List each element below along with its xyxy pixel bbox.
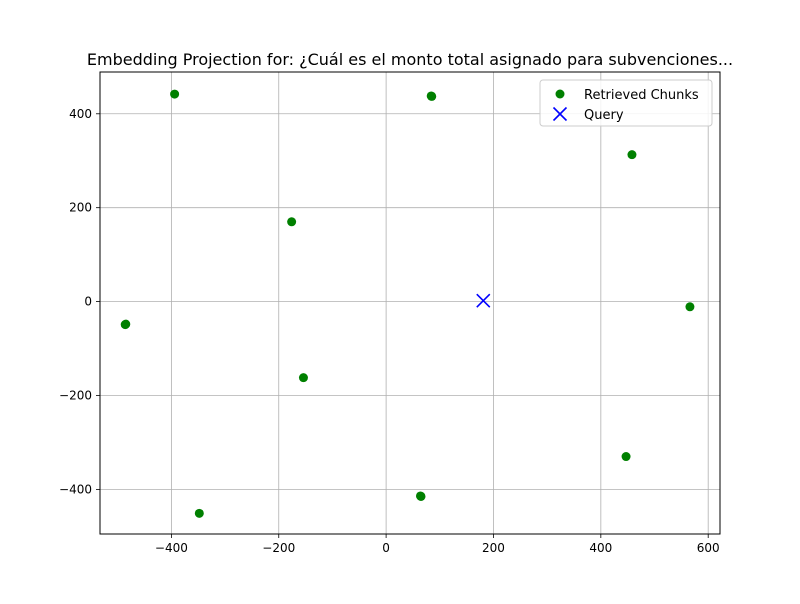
x-tick-label: 400 (589, 541, 612, 555)
x-tick-label: 0 (382, 541, 390, 555)
y-tick-label: −200 (59, 388, 92, 402)
retrieved-chunk-point (415, 491, 425, 501)
data-points (120, 89, 695, 518)
x-tick-label: −400 (155, 541, 188, 555)
legend-label: Query (584, 108, 624, 123)
retrieved-chunk-point (194, 508, 204, 518)
retrieved-chunk-point (298, 373, 308, 383)
y-tick-label: 200 (69, 201, 92, 215)
retrieved-chunk-point (627, 150, 637, 160)
legend-box (539, 79, 713, 127)
legend-query-marker-stroke-b (552, 106, 568, 122)
retrieved-chunk-point (621, 452, 631, 462)
retrieved-chunk-point (685, 302, 695, 312)
x-tick-label: 600 (697, 541, 720, 555)
legend: Retrieved Chunks Query (539, 79, 713, 127)
retrieved-chunk-point (287, 217, 297, 227)
legend-query-marker (552, 106, 568, 122)
query-point (476, 293, 491, 308)
plot-frame (99, 71, 721, 535)
x-tick-label: −200 (262, 541, 295, 555)
query-point-stroke-b (476, 293, 491, 308)
chart-title: Embedding Projection for: ¿Cuál es el mo… (87, 50, 733, 69)
y-tick-label: 0 (84, 295, 92, 309)
retrieved-chunk-point (427, 91, 437, 101)
y-tick-label: 400 (69, 107, 92, 121)
y-tick-label: −400 (59, 482, 92, 496)
legend-chunk-marker (555, 89, 565, 99)
axis-ticks: −400 −200 0 200 400 600 −400 −200 0 200 400 (59, 107, 720, 555)
retrieved-chunk-point (121, 319, 131, 329)
x-tick-label: 200 (482, 541, 505, 555)
legend-label: Retrieved Chunks (584, 88, 699, 103)
retrieved-chunk-point (170, 89, 180, 99)
grid (100, 72, 720, 534)
